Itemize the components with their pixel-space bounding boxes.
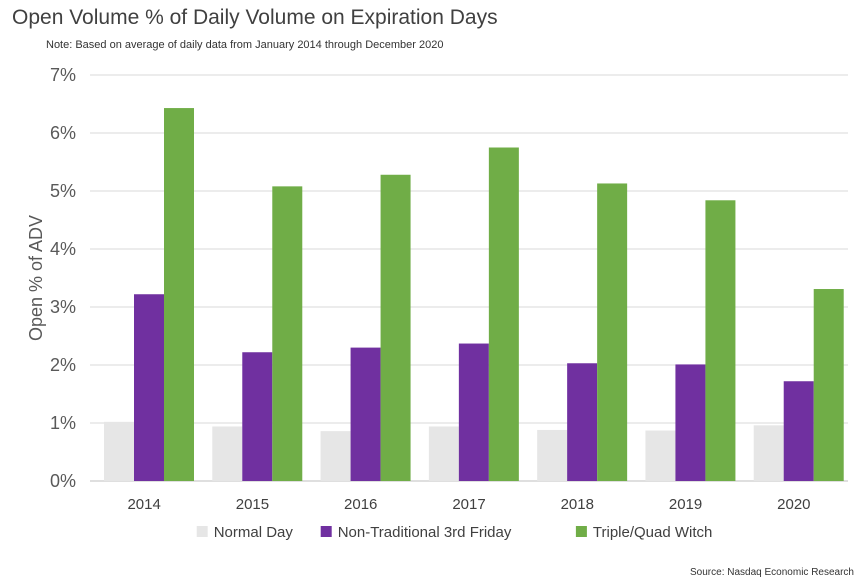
bar-normal-day-2016 (320, 431, 351, 481)
legend-label: Normal Day (214, 524, 294, 541)
y-tick-label: 2% (50, 355, 76, 375)
bar-non-traditional-3rd-friday-2017 (458, 343, 489, 481)
legend-swatch (320, 526, 332, 537)
y-axis-label: Open % of ADV (26, 215, 46, 341)
legend: Normal Day Non-Traditional 3rd Friday Trip… (196, 524, 712, 541)
x-tick-label: 2015 (236, 496, 269, 513)
chart-title: Open Volume % of Daily Volume on Expirat… (12, 6, 498, 29)
bar-non-traditional-3rd-friday-2016 (350, 347, 381, 481)
bar-triple-quad-witch-2020 (813, 289, 844, 481)
legend-swatch (196, 526, 208, 537)
legend-label: Triple/Quad Witch (593, 524, 712, 541)
legend-label: Non-Traditional 3rd Friday (338, 524, 512, 541)
bar-triple-quad-witch-2014 (164, 108, 194, 481)
bar-triple-quad-witch-2018 (597, 183, 628, 481)
axes: 0% 1% 2% 3% 4% 5% 6% 7% 2014 2015 2016 2017 2018 2019… (50, 65, 811, 513)
x-tick-label: 2014 (127, 496, 160, 513)
bar-triple-quad-witch-2017 (488, 147, 519, 481)
y-tick-label: 3% (50, 297, 76, 317)
chart-note: Note: Based on average of daily data fro… (46, 39, 444, 51)
bar-non-traditional-3rd-friday-2020 (783, 381, 814, 481)
bar-non-traditional-3rd-friday-2018 (567, 363, 598, 481)
bar-normal-day-2017 (428, 426, 459, 481)
bar-normal-day-2019 (645, 430, 676, 481)
bar-normal-day-2014 (104, 421, 134, 481)
y-tick-label: 1% (50, 413, 76, 433)
bar-triple-quad-witch-2019 (705, 200, 736, 481)
chart-source: Source: Nasdaq Economic Research (690, 567, 854, 578)
y-tick-label: 4% (50, 239, 76, 259)
bar-normal-day-2018 (537, 429, 568, 481)
x-tick-label: 2017 (452, 496, 485, 513)
legend-swatch (575, 526, 587, 537)
x-tick-label: 2016 (344, 496, 377, 513)
bar-non-traditional-3rd-friday-2019 (675, 364, 706, 481)
y-tick-label: 0% (50, 471, 76, 491)
y-tick-label: 6% (50, 123, 76, 143)
bar-non-traditional-3rd-friday-2015 (242, 352, 273, 481)
bar-non-traditional-3rd-friday-2014 (134, 294, 164, 481)
bar-normal-day-2015 (212, 426, 243, 481)
x-tick-label: 2019 (669, 496, 702, 513)
bars (104, 108, 844, 482)
x-tick-label: 2020 (777, 496, 810, 513)
x-tick-label: 2018 (561, 496, 594, 513)
bar-normal-day-2020 (753, 425, 784, 481)
bar-triple-quad-witch-2016 (380, 174, 411, 481)
y-tick-label: 5% (50, 181, 76, 201)
y-tick-label: 7% (50, 65, 76, 85)
bar-triple-quad-witch-2015 (272, 186, 303, 482)
